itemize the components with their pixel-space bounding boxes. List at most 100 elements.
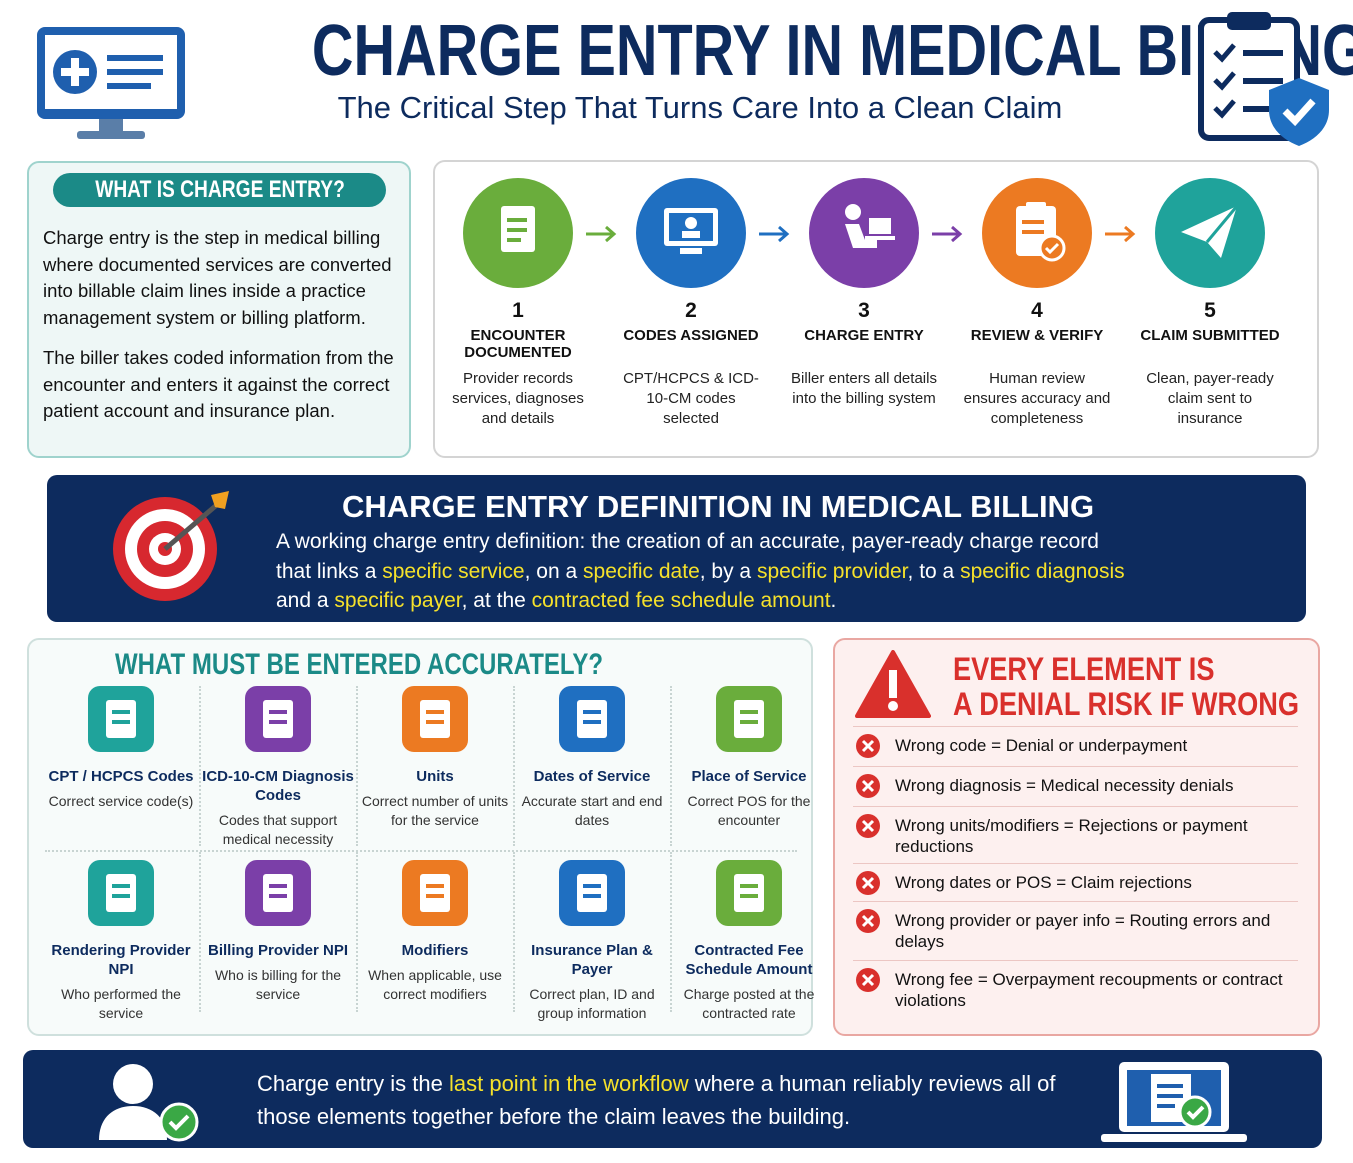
target-icon [113, 491, 229, 601]
step-number: 2 [685, 299, 697, 322]
column-divider [670, 852, 672, 1012]
steps-box: 1 ENCOUNTER DOCUMENTED Provider records se… [433, 160, 1319, 458]
field-icon [559, 860, 625, 926]
text: . [830, 589, 837, 612]
text: Charge entry is the [257, 1071, 449, 1096]
risk-divider [853, 766, 1298, 767]
paragraph: Charge entry is the step in medical bill… [43, 227, 392, 328]
field-description: Accurate start and end dates [521, 793, 663, 828]
highlight-text: specific diagnosis [960, 559, 1125, 583]
highlight-text: specific provider [756, 559, 908, 583]
risk-text: Wrong code = Denial or underpayment [895, 736, 1188, 755]
field-description: Who is billing for the service [214, 967, 342, 1002]
field: Contracted Fee Schedule Amount Charge pos… [671, 858, 827, 1023]
field: Insurance Plan & Payer Correct plan, ID a… [514, 858, 670, 1023]
step-description: Provider records services, diagnoses and… [452, 370, 584, 427]
risk-item: Wrong dates or POS = Claim rejections [855, 871, 1295, 895]
risk-text: Wrong dates or POS = Claim rejections [895, 873, 1192, 892]
field: Rendering Provider NPI Who performed the … [43, 858, 199, 1023]
field-title: Billing Provider NPI [207, 942, 349, 959]
definition-banner: CHARGE ENTRY DEFINITION IN MEDICAL BILLI… [47, 475, 1306, 622]
step-icon [809, 178, 919, 288]
x-icon [856, 909, 880, 933]
field-title: Place of Service [691, 768, 807, 785]
column-divider [356, 686, 358, 846]
clipboard-icon [1198, 12, 1329, 146]
x-icon [856, 774, 880, 798]
step-description: CPT/HCPCS & ICD-10-CM codes selected [623, 370, 759, 427]
field-icon [88, 686, 154, 752]
field-description: Codes that support medical necessity [218, 812, 338, 847]
highlight-text: specific payer [334, 589, 462, 612]
step-icon [982, 178, 1092, 288]
field-title: Modifiers [401, 942, 469, 959]
column-divider [513, 852, 515, 1012]
title: CHARGE ENTRY IN MEDICAL BILLING [311, 11, 1353, 91]
risk-item: Wrong units/modifiers = Rejections or pa… [855, 814, 1295, 857]
risks-heading: EVERY ELEMENT IS A DENIAL RISK IF WRONG [953, 652, 1353, 722]
x-icon [856, 814, 880, 838]
risk-text: Wrong provider or payer info = Routing e… [895, 911, 1271, 951]
column-divider [513, 686, 515, 846]
step: 4 REVIEW & VERIFY Human review ensures acc… [951, 178, 1123, 429]
step-title: CHARGE ENTRY [804, 327, 924, 344]
field-description: Correct number of units for the service [361, 793, 509, 828]
step-icon [1155, 178, 1265, 288]
risk-divider [853, 863, 1298, 864]
field-icon [245, 686, 311, 752]
footer-text: Charge entry is the last point in the wo… [257, 1067, 1057, 1133]
what-is-heading-wrap: WHAT IS CHARGE ENTRY? [53, 173, 386, 207]
field-description: When applicable, use correct modifiers [368, 967, 502, 1002]
field-icon [559, 686, 625, 752]
person-check-icon [99, 1064, 199, 1142]
heading-line: A DENIAL RISK IF WRONG [953, 686, 1300, 722]
highlight-text: contracted fee schedule amount [531, 589, 831, 612]
step: 1 ENCOUNTER DOCUMENTED Provider records se… [432, 178, 604, 429]
definition-heading: CHARGE ENTRY DEFINITION IN MEDICAL BILLI… [342, 489, 1095, 524]
field: Place of Service Correct POS for the enco… [671, 684, 827, 830]
footer-banner: Charge entry is the last point in the wo… [23, 1050, 1322, 1148]
field-description: Charge posted at the contracted rate [683, 986, 815, 1021]
field-icon [716, 686, 782, 752]
step-arrow [1105, 225, 1136, 243]
step-icon [463, 178, 573, 288]
field-description: Correct service code(s) [48, 793, 194, 809]
field-title: CPT / HCPCS Codes [48, 768, 194, 785]
step-number: 5 [1204, 299, 1216, 322]
field: Units Correct number of units for the ser… [357, 684, 513, 830]
column-divider [356, 852, 358, 1012]
risk-text: Wrong fee = Overpayment recoupments or c… [895, 970, 1283, 1010]
text: and a [276, 589, 335, 612]
risk-item: Wrong code = Denial or underpayment [855, 734, 1295, 758]
field-title: ICD-10-CM Diagnosis Codes [202, 768, 354, 804]
step-arrow [586, 225, 617, 243]
field-icon [245, 860, 311, 926]
step-icon [636, 178, 746, 288]
field-description: Correct plan, ID and group information [529, 986, 655, 1021]
field-title: Insurance Plan & Payer [531, 942, 653, 978]
highlight-text: last point in the workflow [448, 1071, 689, 1096]
risk-item: Wrong provider or payer info = Routing e… [855, 909, 1295, 952]
risk-text: Wrong units/modifiers = Rejections or pa… [895, 816, 1248, 856]
highlight-text: specific date [583, 559, 700, 583]
field-title: Dates of Service [533, 768, 651, 785]
step-title: CODES ASSIGNED [623, 327, 759, 344]
step-description: Human review ensures accuracy and comple… [963, 370, 1111, 427]
fields-heading: WHAT MUST BE ENTERED ACCURATELY? [115, 648, 603, 681]
field: CPT / HCPCS Codes Correct service code(s) [43, 684, 199, 811]
column-divider [670, 686, 672, 846]
step-arrow [932, 225, 963, 243]
title-wrap: CHARGE ENTRY IN MEDICAL BILLING [180, 10, 1353, 92]
warning-icon [855, 650, 931, 718]
field: ICD-10-CM Diagnosis Codes Codes that supp… [200, 684, 356, 849]
what-is-body: Charge entry is the step in medical bill… [43, 225, 395, 425]
field: Dates of Service Accurate start and end d… [514, 684, 670, 830]
heading-line: EVERY ELEMENT IS [953, 651, 1215, 687]
monitor-icon [37, 27, 185, 139]
field-title: Contracted Fee Schedule Amount [685, 942, 813, 978]
fields-box: WHAT MUST BE ENTERED ACCURATELY? CPT / H… [27, 638, 814, 1036]
step-number: 3 [858, 299, 870, 322]
x-icon [856, 968, 880, 992]
what-is-heading: WHAT IS CHARGE ENTRY? [94, 176, 345, 203]
